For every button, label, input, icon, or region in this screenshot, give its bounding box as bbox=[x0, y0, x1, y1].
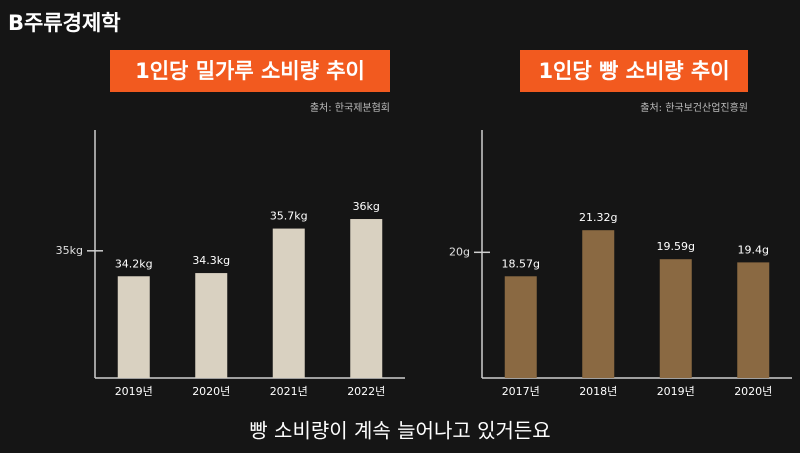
bar bbox=[272, 228, 305, 378]
chart-title: 1인당 밀가루 소비량 추이 bbox=[135, 59, 365, 83]
value-label: 18.57g bbox=[502, 257, 540, 270]
source: 출처: 한국제분협회 bbox=[310, 101, 390, 114]
value-label: 34.3kg bbox=[192, 254, 230, 267]
bar bbox=[582, 230, 615, 378]
x-tick-label: 2021년 bbox=[270, 385, 308, 398]
logo: B주류경제학 bbox=[8, 11, 121, 35]
caption: 빵 소비량이 계속 늘어나고 있거든요 bbox=[249, 419, 550, 443]
value-label: 19.4g bbox=[738, 243, 769, 256]
x-tick-label: 2022년 bbox=[347, 385, 385, 398]
value-label: 36kg bbox=[353, 200, 380, 213]
x-tick-label: 2019년 bbox=[115, 385, 153, 398]
x-tick-label: 2017년 bbox=[502, 385, 540, 398]
chart-title: 1인당 빵 소비량 추이 bbox=[538, 59, 729, 83]
y-tick-label: 35kg bbox=[56, 244, 83, 257]
value-label: 19.59g bbox=[657, 240, 695, 253]
source: 출처: 한국보건산업진흥원 bbox=[640, 101, 748, 114]
y-tick-label: 20g bbox=[449, 245, 470, 258]
bar bbox=[504, 276, 537, 378]
bar bbox=[659, 259, 692, 378]
bar bbox=[737, 262, 770, 378]
value-label: 34.2kg bbox=[115, 257, 153, 270]
title-banner bbox=[520, 50, 748, 92]
bar bbox=[117, 276, 150, 378]
title-banner bbox=[110, 50, 390, 92]
value-label: 35.7kg bbox=[270, 210, 308, 223]
bar bbox=[195, 273, 228, 378]
value-label: 21.32g bbox=[579, 211, 617, 224]
x-tick-label: 2019년 bbox=[657, 385, 695, 398]
x-tick-label: 2018년 bbox=[579, 385, 617, 398]
x-tick-label: 2020년 bbox=[192, 385, 230, 398]
x-tick-label: 2020년 bbox=[734, 385, 772, 398]
bar bbox=[350, 219, 383, 378]
